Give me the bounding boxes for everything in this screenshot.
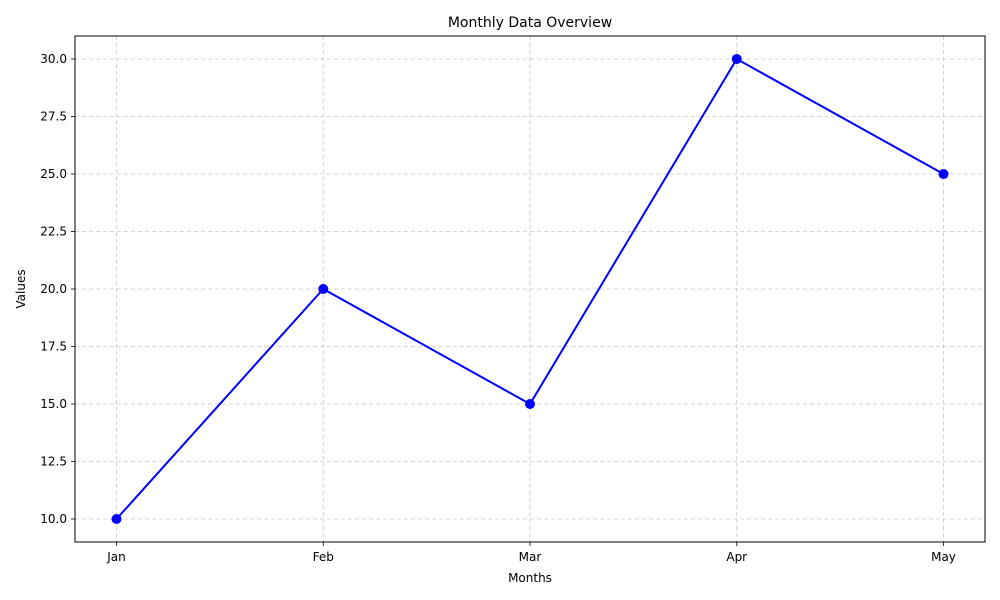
plot-frame	[74, 35, 986, 543]
x-tick-label: Apr	[726, 550, 747, 564]
y-tick-label: 10.0	[40, 512, 67, 526]
x-tick-label: Jan	[106, 550, 126, 564]
data-point	[525, 399, 535, 409]
data-point	[938, 169, 949, 179]
data-point	[111, 514, 122, 524]
data-point	[731, 54, 742, 64]
x-axis-label: Months	[508, 571, 552, 585]
y-axis: 10.0 12.5 15.0 17.5 20.0 22.5 25.0 27.5 30.0	[40, 52, 75, 526]
x-tick-label: Feb	[313, 550, 334, 564]
y-tick-label: 15.0	[40, 397, 67, 411]
y-tick-label: 22.5	[40, 225, 67, 239]
y-tick-label: 30.0	[40, 52, 67, 66]
x-axis: Jan Feb Mar Apr May	[106, 542, 956, 564]
x-tick-label: May	[931, 550, 956, 564]
chart-title: Monthly Data Overview	[448, 15, 612, 31]
y-tick-label: 20.0	[40, 282, 67, 296]
y-tick-label: 17.5	[40, 340, 67, 354]
x-tick-label: Mar	[519, 550, 542, 564]
y-axis-label: Values	[14, 269, 28, 308]
y-tick-label: 27.5	[40, 110, 67, 124]
y-tick-label: 12.5	[40, 455, 67, 469]
data-point	[318, 284, 329, 294]
series-layer	[111, 54, 949, 524]
grid	[75, 36, 985, 542]
y-tick-label: 25.0	[40, 167, 67, 181]
